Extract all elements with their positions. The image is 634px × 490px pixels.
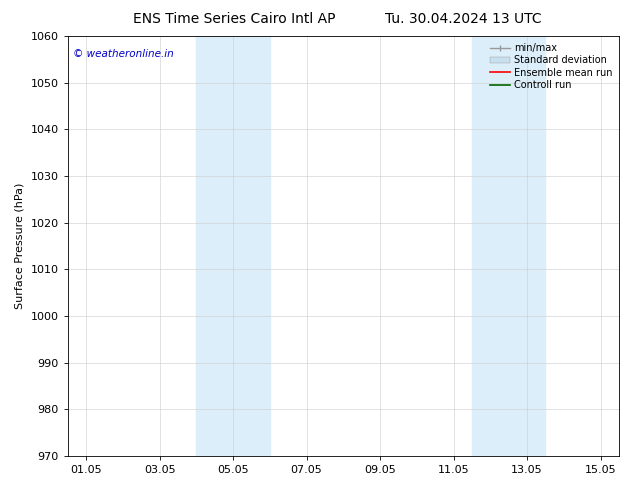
Legend: min/max, Standard deviation, Ensemble mean run, Controll run: min/max, Standard deviation, Ensemble me… [488, 41, 614, 92]
Y-axis label: Surface Pressure (hPa): Surface Pressure (hPa) [15, 183, 25, 309]
Bar [197, 36, 270, 456]
Bar [472, 36, 545, 456]
Text: © weatheronline.in: © weatheronline.in [73, 49, 174, 59]
Text: Tu. 30.04.2024 13 UTC: Tu. 30.04.2024 13 UTC [384, 12, 541, 26]
Text: ENS Time Series Cairo Intl AP: ENS Time Series Cairo Intl AP [133, 12, 336, 26]
